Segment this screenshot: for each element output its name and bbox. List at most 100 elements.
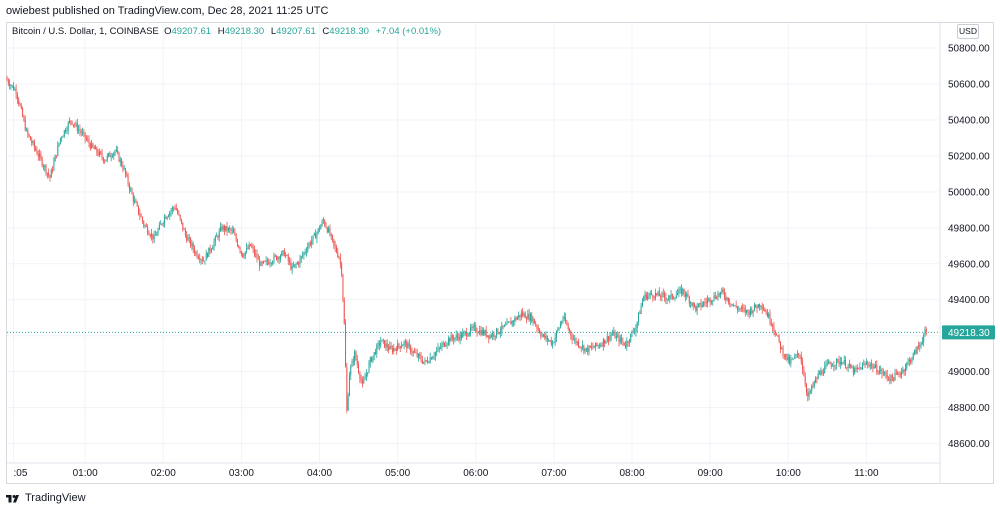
tradingview-logo-icon[interactable] bbox=[6, 493, 21, 504]
candle-body bbox=[815, 378, 817, 383]
candle-body bbox=[220, 226, 222, 231]
candle-body bbox=[209, 247, 211, 251]
candle-body bbox=[610, 335, 612, 337]
candle-body bbox=[42, 165, 44, 167]
candle-body bbox=[786, 353, 788, 361]
candle-body bbox=[356, 359, 358, 366]
candle-body bbox=[765, 311, 767, 313]
candle-body bbox=[368, 363, 370, 373]
candle-body bbox=[683, 288, 685, 294]
candle-body bbox=[687, 293, 689, 298]
candle-body bbox=[235, 235, 237, 241]
candle-body bbox=[763, 308, 765, 310]
candle-body bbox=[195, 252, 197, 254]
candle-body bbox=[66, 130, 68, 132]
candle-body bbox=[579, 346, 581, 348]
grid-layer bbox=[7, 23, 941, 483]
candle-body bbox=[753, 304, 755, 311]
candle-body bbox=[490, 335, 492, 337]
candle-body bbox=[505, 324, 507, 326]
candle-body bbox=[688, 297, 690, 304]
candle-body bbox=[367, 372, 369, 374]
candle-body bbox=[582, 345, 584, 348]
candle-body bbox=[398, 343, 400, 347]
candle-body bbox=[695, 305, 697, 312]
candle-body bbox=[548, 340, 550, 342]
candle-body bbox=[583, 345, 585, 352]
candle-body bbox=[697, 304, 699, 306]
candle-body bbox=[852, 367, 854, 374]
candle-body bbox=[643, 296, 645, 302]
candle-body bbox=[121, 159, 123, 166]
candle-body bbox=[653, 297, 655, 299]
candle-body bbox=[69, 120, 70, 123]
candle-body bbox=[364, 377, 366, 380]
candle-body bbox=[182, 222, 184, 230]
candle-body bbox=[70, 120, 72, 122]
candle-body bbox=[600, 344, 602, 347]
candle-body bbox=[561, 321, 563, 324]
candle-body bbox=[665, 297, 667, 300]
candle-body bbox=[623, 342, 625, 346]
candle-body bbox=[295, 264, 297, 265]
candle-body bbox=[294, 264, 296, 267]
candle-body bbox=[24, 120, 26, 131]
candle-body bbox=[433, 356, 435, 358]
symbol-label[interactable]: Bitcoin / U.S. Dollar, 1, COINBASE bbox=[12, 26, 159, 37]
candle-body bbox=[744, 308, 746, 313]
candle-body bbox=[446, 343, 448, 346]
candle-body bbox=[769, 313, 771, 323]
candle-body bbox=[430, 357, 432, 360]
candle-body bbox=[175, 207, 177, 211]
candle-body bbox=[393, 348, 395, 352]
candle-body bbox=[760, 306, 762, 307]
candle-body bbox=[696, 305, 698, 312]
candle-body bbox=[380, 341, 382, 346]
candle-body bbox=[497, 328, 499, 334]
candle-body bbox=[705, 302, 707, 304]
candle-body bbox=[494, 335, 496, 337]
candlestick-chart[interactable]: 50800.00 50600.00 50400.00 50200.00 50000.00… bbox=[0, 0, 1000, 490]
candle-body bbox=[138, 205, 140, 214]
candle-body bbox=[199, 258, 201, 261]
candle-body bbox=[733, 304, 735, 306]
candle-body bbox=[130, 189, 132, 191]
candle-body bbox=[873, 367, 875, 369]
candle-body bbox=[455, 335, 457, 338]
candle-body bbox=[402, 345, 404, 347]
candle-body bbox=[574, 338, 576, 340]
candle-body bbox=[450, 335, 452, 342]
candle-body bbox=[854, 368, 856, 374]
candle-body bbox=[437, 347, 439, 351]
candle-body bbox=[190, 238, 192, 246]
candle-body bbox=[210, 249, 212, 251]
candle-body bbox=[445, 345, 447, 347]
candle-body bbox=[188, 238, 190, 239]
candle-body bbox=[766, 312, 768, 317]
candle-body bbox=[674, 298, 676, 299]
candle-body bbox=[313, 233, 315, 236]
candle-body bbox=[503, 325, 505, 327]
candle-body bbox=[779, 341, 781, 349]
candle-body bbox=[799, 354, 801, 356]
candle-body bbox=[572, 339, 574, 341]
chart-frame[interactable] bbox=[6, 22, 994, 484]
candle-body bbox=[105, 159, 107, 162]
candle-body bbox=[191, 243, 193, 246]
candle-body bbox=[510, 321, 512, 325]
candle-body bbox=[621, 337, 623, 342]
candle-body bbox=[101, 153, 103, 158]
tradingview-brand-text[interactable]: TradingView bbox=[25, 492, 86, 504]
candle-body bbox=[136, 202, 138, 206]
candle-body bbox=[40, 153, 42, 159]
y-tick-label: 49000.00 bbox=[948, 367, 990, 378]
candle-body bbox=[821, 370, 823, 374]
currency-button[interactable]: USD bbox=[957, 24, 979, 39]
candle-body bbox=[161, 223, 163, 225]
candle-body bbox=[563, 316, 565, 319]
candle-body bbox=[782, 347, 784, 356]
candle-body bbox=[304, 252, 306, 253]
candle-body bbox=[87, 139, 89, 141]
candle-body bbox=[403, 341, 405, 346]
candle-body bbox=[309, 243, 311, 245]
